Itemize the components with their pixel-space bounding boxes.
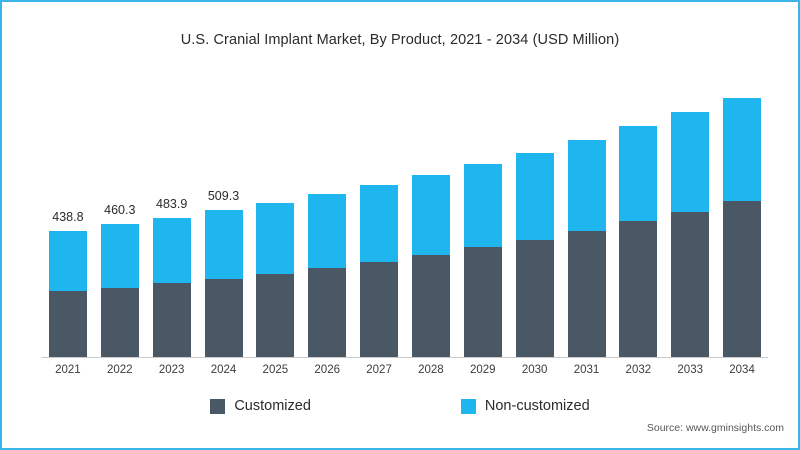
bar-segment-customized <box>671 211 710 357</box>
x-axis-line <box>42 357 768 358</box>
bar-segment-non-customized <box>723 97 762 202</box>
bar-column[interactable] <box>515 152 554 357</box>
x-tick-label: 2028 <box>418 364 444 376</box>
x-tick-label: 2027 <box>366 364 392 376</box>
legend-label-non-customized: Non-customized <box>484 398 590 414</box>
source-attribution: Source: www.gminsights.com <box>646 422 784 434</box>
bar-segment-customized <box>256 273 295 357</box>
bar-column[interactable] <box>308 194 347 357</box>
x-tick-label: 2023 <box>158 364 185 376</box>
x-tick-label: 2033 <box>677 364 703 376</box>
legend-label-customized: Customized <box>234 398 311 414</box>
bar-column[interactable] <box>619 126 658 357</box>
bar-segment-non-customized <box>48 230 87 292</box>
bar-column[interactable] <box>48 230 87 357</box>
legend-item-non-customized[interactable]: Non-customized <box>460 398 590 414</box>
bar-segment-non-customized <box>100 224 139 288</box>
bar-segment-customized <box>619 221 658 357</box>
bar-column[interactable] <box>100 224 139 357</box>
bar-value-label: 438.8 <box>52 209 84 224</box>
bar-column[interactable] <box>256 202 295 357</box>
page-title: U.S. Cranial Implant Market, By Product,… <box>180 32 620 48</box>
bar-segment-customized <box>567 230 606 357</box>
bar-segment-non-customized <box>411 174 450 255</box>
bar-column[interactable] <box>567 139 606 357</box>
x-tick-label: 2022 <box>106 364 133 376</box>
bar-segment-customized <box>723 201 762 357</box>
legend-item-customized[interactable]: Customized <box>210 398 311 414</box>
bar-segment-customized <box>204 278 243 357</box>
bar-segment-customized <box>48 291 87 357</box>
x-tick-label: 2026 <box>314 364 340 376</box>
bar-segment-non-customized <box>152 217 191 284</box>
bar-segment-customized <box>100 287 139 357</box>
bar-value-label: 509.3 <box>207 189 240 204</box>
bar-segment-customized <box>152 283 191 357</box>
x-tick-label: 2029 <box>469 364 496 376</box>
x-tick-label: 2025 <box>262 364 289 376</box>
legend-swatch-non-customized <box>460 398 476 414</box>
bar-column[interactable] <box>463 163 502 357</box>
bar-segment-customized <box>411 254 450 357</box>
bar-segment-customized <box>360 261 399 357</box>
bar-segment-non-customized <box>567 139 606 231</box>
bar-column[interactable] <box>671 112 710 357</box>
x-tick-label: 2024 <box>210 364 237 376</box>
bar-segment-non-customized <box>515 152 554 240</box>
bar-column[interactable] <box>204 210 243 357</box>
bar-value-label: 483.9 <box>156 196 188 211</box>
bar-segment-customized <box>463 247 502 357</box>
bar-segment-customized <box>308 267 347 357</box>
bar-segment-non-customized <box>619 126 658 222</box>
legend: Customized Non-customized <box>2 398 798 414</box>
bar-column[interactable] <box>411 174 450 357</box>
bar-segment-non-customized <box>204 210 243 279</box>
x-tick-label: 2034 <box>729 364 755 376</box>
bar-segment-non-customized <box>360 184 399 262</box>
x-tick-label: 2031 <box>573 364 600 376</box>
x-tick-label: 2030 <box>521 364 548 376</box>
x-tick-label: 2021 <box>55 364 81 376</box>
bar-segment-non-customized <box>463 163 502 248</box>
bar-segment-non-customized <box>256 202 295 274</box>
bar-segment-non-customized <box>308 194 347 268</box>
bar-column[interactable] <box>152 217 191 357</box>
x-tick-label: 2032 <box>625 364 652 376</box>
bar-segment-non-customized <box>671 112 710 212</box>
bar-segment-customized <box>515 239 554 357</box>
bar-column[interactable] <box>723 97 762 357</box>
bar-value-label: 460.3 <box>104 203 136 218</box>
legend-swatch-customized <box>210 398 226 414</box>
bar-column[interactable] <box>360 184 399 357</box>
